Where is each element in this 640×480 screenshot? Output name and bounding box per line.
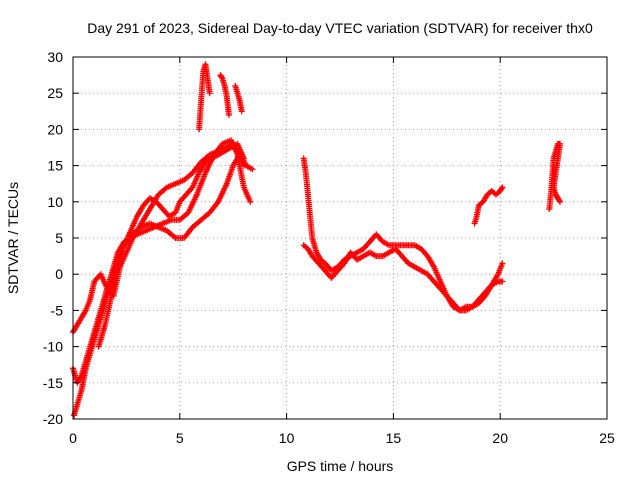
x-tick-label: 5 (176, 430, 184, 446)
y-tick-label: 20 (47, 121, 63, 137)
data-point (218, 74, 225, 81)
x-tick-labels: 0 5 10 15 20 25 (69, 430, 615, 446)
series-spike-b (217, 72, 232, 118)
x-tick-label: 0 (69, 430, 77, 446)
series-spike-c (232, 82, 245, 115)
series-track-h (546, 140, 564, 213)
series-track-d (95, 140, 247, 350)
y-tick-label: -20 (43, 411, 63, 427)
series-spike-a (196, 61, 213, 133)
series-track-f (300, 242, 506, 314)
y-tick-label: 25 (47, 85, 63, 101)
y-tick-label: -5 (51, 302, 64, 318)
y-tick-label: -10 (43, 339, 63, 355)
x-tick-label: 20 (492, 430, 508, 446)
series-track-g (471, 184, 506, 227)
x-tick-label: 25 (599, 430, 615, 446)
data-point (206, 90, 213, 97)
data-point (240, 162, 247, 169)
data-point (499, 184, 506, 191)
x-tick-label: 10 (279, 430, 295, 446)
data-point (247, 198, 254, 205)
series-track-b (70, 137, 254, 386)
y-tick-label: 0 (55, 266, 63, 282)
y-tick-label: 10 (47, 194, 63, 210)
y-tick-label: 5 (55, 230, 63, 246)
grid (73, 57, 607, 419)
series-track-e (300, 155, 506, 314)
data-point (557, 198, 564, 205)
x-tick-label: 15 (386, 430, 402, 446)
y-tick-label: -15 (43, 375, 63, 391)
y-tick-labels: -20 -15 -10 -5 0 5 10 15 20 25 30 (43, 49, 63, 427)
chart-title: Day 291 of 2023, Sidereal Day-to-day VTE… (87, 20, 593, 36)
data-point (499, 278, 506, 285)
data-point (499, 260, 506, 267)
data-point (225, 111, 232, 118)
data-points (70, 61, 564, 419)
axis-ticks (72, 56, 608, 420)
y-tick-label: 15 (47, 158, 63, 174)
y-axis-label: SDTVAR / TECUs (5, 182, 21, 294)
data-point (498, 185, 505, 192)
y-tick-label: 30 (47, 49, 63, 65)
data-point (238, 108, 245, 115)
data-point (240, 155, 247, 162)
data-point (556, 197, 563, 204)
data-point (249, 166, 256, 173)
x-axis-label: GPS time / hours (287, 458, 394, 474)
